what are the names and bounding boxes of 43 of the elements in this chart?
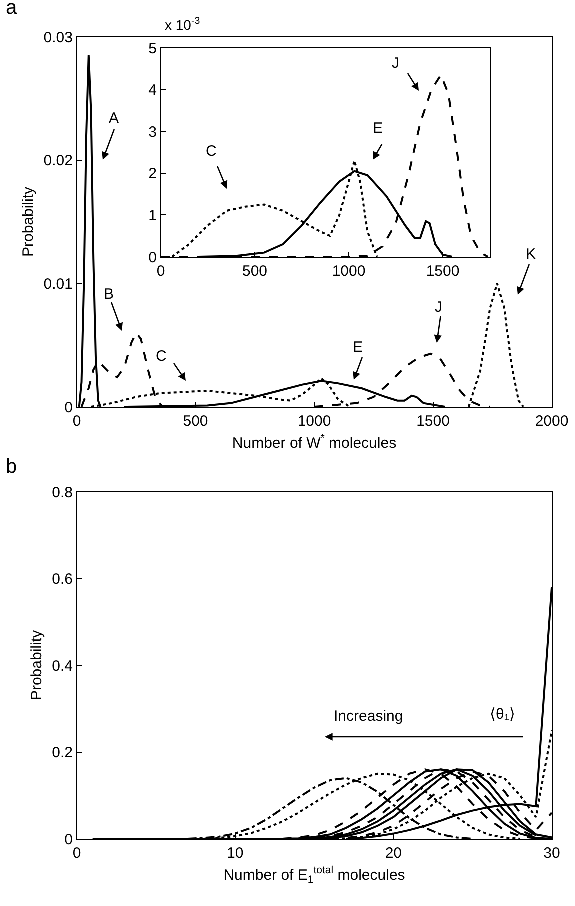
x-tick-label: 500 <box>242 263 268 280</box>
y-tick-label: 4 <box>148 82 157 100</box>
x-tick-label: 2000 <box>535 413 569 430</box>
annotation: K <box>526 246 536 263</box>
x-tick-label: 10 <box>226 845 244 862</box>
y-tick-label: 0.02 <box>44 152 73 170</box>
y-tick-label: 0 <box>64 399 73 416</box>
x-tick-label: 1000 <box>332 263 366 280</box>
y-tick-label: 0.6 <box>52 571 73 588</box>
y-tick-label: 0 <box>148 249 157 266</box>
y-tick-label: 0.03 <box>44 29 73 46</box>
annotation: A <box>109 110 120 127</box>
x-tick-label: 500 <box>183 413 208 430</box>
text: a <box>6 0 18 19</box>
annotation: Increasing <box>334 708 404 725</box>
x-axis-title: Number of W$^{*}$ molecules <box>232 432 397 452</box>
y-axis-title: Probability <box>28 630 46 701</box>
annotation: E <box>353 339 364 356</box>
x-tick-label: 1500 <box>426 263 460 280</box>
y-tick-label: 0 <box>64 831 73 848</box>
annotation: C <box>156 348 167 365</box>
x-axis-title: Number of E$_{1}$$^{total}$ molecules <box>224 864 406 886</box>
text: b <box>6 456 18 478</box>
annotation: C <box>206 143 217 160</box>
y-tick-label: 0.01 <box>44 276 73 293</box>
y-tick-label: 5 <box>148 40 157 58</box>
y-tick-label: 0.2 <box>52 744 73 762</box>
annotation: ⟨θ₁⟩ <box>490 706 516 723</box>
annotation: J <box>435 299 442 316</box>
y-tick-label: 1 <box>148 207 157 224</box>
y-tick-label: 0.4 <box>52 658 73 675</box>
y-tick-label: 2 <box>148 166 157 183</box>
x-tick-label: 1500 <box>416 413 450 430</box>
x-tick-label: 20 <box>385 845 402 862</box>
y-tick-label: 0.8 <box>52 484 73 502</box>
text: x 10$^{-3}$ <box>165 16 201 33</box>
annotation: J <box>392 55 400 72</box>
y-axis-title: Probability <box>20 186 38 258</box>
y-tick-label: 3 <box>148 124 157 141</box>
x-tick-label: 1000 <box>298 413 332 430</box>
annotation: E <box>373 120 384 137</box>
annotation: B <box>104 286 114 303</box>
x-tick-label: 30 <box>544 845 560 862</box>
